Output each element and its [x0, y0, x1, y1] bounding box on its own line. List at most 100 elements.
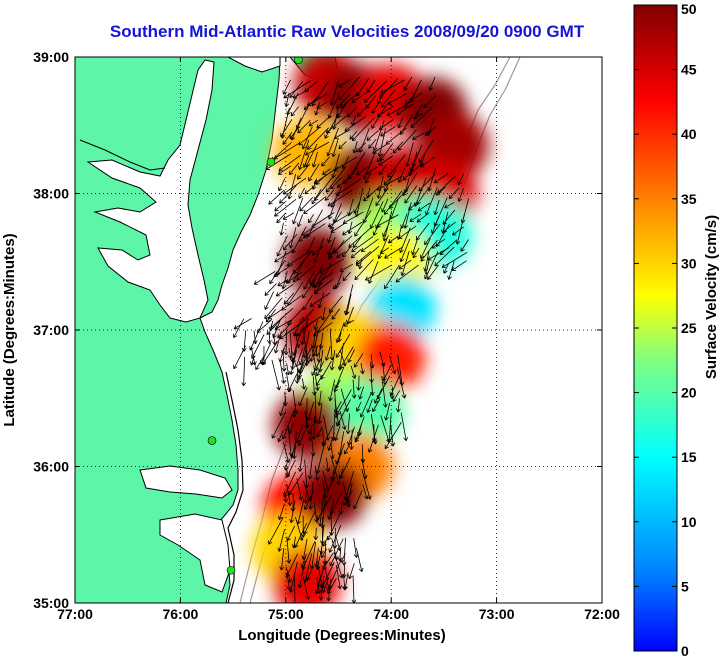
velocity-arrow — [377, 235, 389, 259]
velocity-arrow — [353, 490, 363, 510]
speed-cell — [299, 459, 368, 528]
velocity-arrow — [442, 221, 456, 233]
velocity-arrow — [306, 401, 315, 422]
velocity-arrow — [294, 367, 300, 384]
velocity-arrow — [316, 426, 323, 438]
velocity-arrow — [399, 238, 411, 263]
velocity-arrow — [297, 163, 311, 180]
velocity-arrow — [377, 128, 386, 158]
velocity-arrow — [249, 321, 264, 351]
velocity-arrow — [460, 198, 469, 224]
velocity-arrow — [321, 548, 328, 558]
velocity-arrow — [369, 354, 375, 369]
velocity-arrow — [351, 379, 357, 399]
y-tick-label: 37:00 — [33, 322, 69, 338]
velocity-arrow — [291, 403, 297, 418]
velocity-arrow — [384, 247, 402, 259]
velocity-arrow — [282, 212, 295, 220]
velocity-arrow — [279, 360, 286, 384]
velocity-arrow — [434, 246, 455, 267]
velocity-arrow — [260, 342, 272, 365]
velocity-arrow — [400, 412, 409, 441]
velocity-arrow — [460, 239, 469, 252]
velocity-arrow — [288, 227, 297, 249]
velocity-arrow — [309, 331, 319, 362]
velocity-arrow — [281, 353, 287, 372]
velocity-arrow — [298, 387, 308, 407]
velocity-arrow — [395, 398, 401, 413]
velocity-arrow — [457, 188, 464, 202]
velocity-arrow — [277, 503, 285, 520]
velocity-arrow — [276, 212, 286, 224]
velocity-arrow — [286, 537, 292, 564]
velocity-arrow — [317, 349, 324, 373]
velocity-arrow — [303, 197, 325, 215]
velocity-arrow — [286, 483, 293, 506]
velocity-arrow — [325, 166, 346, 193]
station-marker — [207, 436, 217, 445]
velocity-arrow — [396, 367, 407, 399]
velocity-arrow — [286, 92, 299, 116]
velocity-arrow — [395, 264, 419, 283]
velocity-arrow — [351, 236, 374, 253]
velocity-arrow — [437, 176, 456, 194]
y-tick-label: 35:00 — [33, 595, 69, 611]
velocity-arrow — [233, 345, 246, 370]
velocity-arrow — [380, 90, 395, 108]
velocity-arrow — [327, 432, 335, 451]
velocity-arrow — [327, 226, 334, 243]
velocity-arrow — [423, 251, 430, 272]
velocity-arrow — [331, 457, 341, 486]
velocity-arrow — [409, 79, 422, 103]
velocity-arrow — [299, 197, 314, 212]
velocity-arrow — [345, 413, 351, 435]
y-tick-label: 36:00 — [33, 459, 69, 475]
velocity-arrow — [380, 79, 405, 94]
colorbar-tick-label: 25 — [681, 320, 697, 336]
velocity-arrow — [308, 481, 314, 510]
velocity-arrow — [380, 125, 396, 137]
velocity-arrow — [335, 94, 351, 109]
velocity-arrow — [327, 578, 337, 595]
velocity-arrow — [294, 348, 303, 368]
velocity-arrow — [282, 233, 298, 251]
velocity-arrow — [304, 185, 316, 195]
velocity-arrow — [365, 264, 393, 281]
velocity-arrow — [354, 259, 374, 281]
velocity-arrow — [347, 221, 353, 235]
velocity-arrow — [317, 561, 325, 590]
velocity-arrow — [378, 155, 394, 166]
colorbar-tick-label: 15 — [681, 449, 697, 465]
velocity-arrow — [301, 538, 308, 560]
velocity-arrow — [313, 279, 334, 294]
velocity-arrow — [296, 264, 316, 281]
velocity-arrow — [339, 350, 347, 367]
velocity-arrow — [342, 211, 364, 224]
velocity-arrow — [343, 441, 352, 455]
velocity-arrow — [271, 411, 287, 439]
velocity-arrow — [264, 297, 283, 320]
velocity-arrow — [457, 173, 465, 186]
velocity-arrow — [292, 390, 299, 414]
velocity-arrow — [417, 202, 431, 212]
velocity-arrow — [338, 79, 351, 88]
velocity-arrow — [311, 246, 324, 256]
velocity-arrow — [271, 360, 281, 391]
velocity-arrow — [313, 365, 320, 391]
pamlico-sound — [159, 513, 231, 593]
velocity-arrow — [363, 150, 377, 180]
velocity-arrow — [387, 93, 407, 105]
velocity-arrow — [389, 376, 400, 397]
velocity-arrow — [298, 126, 321, 146]
colorbar-label: Surface Velocity (cm/s) — [703, 215, 720, 379]
velocity-arrow — [353, 201, 361, 214]
velocity-arrow — [294, 575, 296, 603]
velocity-arrow — [323, 477, 335, 499]
velocity-arrow — [369, 201, 384, 229]
chesapeake-bay — [86, 59, 215, 323]
velocity-arrow — [289, 332, 295, 362]
colorbar-tick-label: 30 — [681, 255, 697, 271]
velocity-arrow — [290, 106, 299, 117]
velocity-arrow — [425, 186, 438, 216]
velocity-arrow — [316, 115, 331, 129]
